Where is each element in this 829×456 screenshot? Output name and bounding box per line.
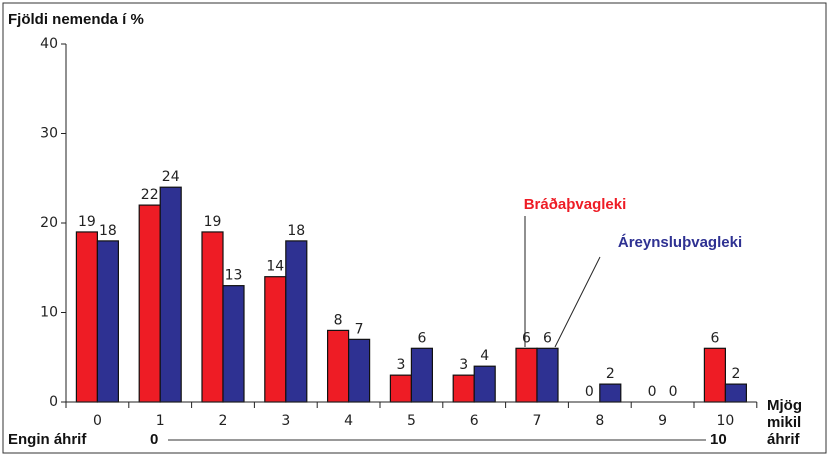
value-label: 7: [355, 321, 364, 337]
bar: [536, 347, 559, 403]
series-label: Bráðaþvagleki: [524, 196, 627, 213]
x-tick-label: 0: [93, 413, 102, 429]
y-tick-label: 40: [40, 36, 58, 52]
value-label: 13: [225, 268, 243, 284]
value-label: 8: [334, 312, 343, 328]
x-tick-label: 9: [658, 413, 667, 429]
value-label: 22: [141, 187, 159, 203]
value-label: 0: [669, 384, 678, 400]
value-label: 4: [480, 348, 489, 364]
x-tick-label: 5: [407, 413, 416, 429]
value-label: 6: [543, 330, 552, 346]
x-tick-label: 1: [156, 413, 165, 429]
bar: [599, 383, 622, 403]
value-label: 2: [731, 366, 740, 382]
value-label: 24: [162, 169, 180, 185]
bar: [348, 338, 371, 403]
value-label: 2: [606, 366, 615, 382]
x-tick-label: 2: [219, 413, 228, 429]
bar: [703, 347, 727, 403]
value-label: 3: [396, 357, 405, 373]
value-label: 18: [287, 223, 305, 239]
x-tick-label: 3: [281, 413, 290, 429]
bar: [452, 374, 475, 403]
bar: [285, 240, 308, 403]
bar: [473, 365, 496, 403]
series-label: Áreynsluþvagleki: [618, 234, 742, 251]
y-tick-label: 30: [40, 126, 58, 142]
value-label: 0: [585, 384, 594, 400]
scale-high-end: 10: [710, 431, 727, 448]
value-label: 19: [204, 214, 222, 230]
value-label: 18: [99, 223, 117, 239]
value-label: 6: [710, 330, 719, 346]
value-label: 14: [266, 259, 284, 275]
bar: [327, 329, 350, 403]
value-label: 3: [459, 357, 468, 373]
x-tick-label: 7: [533, 413, 542, 429]
value-label: 6: [522, 330, 531, 346]
x-tick-label: 4: [344, 413, 353, 429]
value-label: 19: [78, 214, 96, 230]
bar: [138, 204, 161, 403]
bar: [515, 347, 538, 403]
bar: [222, 285, 245, 403]
y-tick-label: 20: [40, 215, 58, 231]
y-axis-title: Fjöldi nemenda í %: [8, 11, 144, 28]
bar: [724, 383, 748, 403]
bar: [201, 231, 224, 403]
bar: [264, 276, 287, 403]
scale-low: Engin áhrif: [8, 431, 87, 448]
scale-high: mikil: [767, 414, 801, 431]
scale-high: áhrif: [767, 431, 801, 448]
x-tick-label: 8: [595, 413, 604, 429]
bar: [389, 374, 412, 403]
x-tick-label: 6: [470, 413, 479, 429]
y-tick-label: 0: [49, 394, 58, 410]
x-tick-label: 10: [716, 413, 734, 429]
y-tick-label: 10: [40, 305, 58, 321]
value-label: 6: [417, 330, 426, 346]
bar: [159, 186, 182, 403]
annotation-line: [554, 256, 601, 348]
value-label: 0: [648, 384, 657, 400]
bar: [75, 231, 99, 403]
scale-high: Mjög: [767, 397, 802, 414]
bar: [96, 240, 120, 403]
scale-low-end: 0: [150, 431, 158, 448]
bar: [410, 347, 433, 403]
